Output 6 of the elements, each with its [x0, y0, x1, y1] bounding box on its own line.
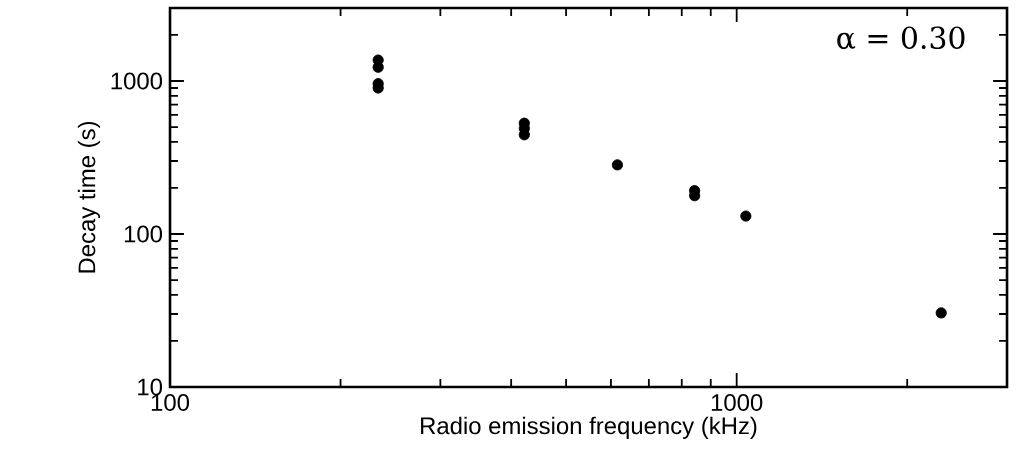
y-tick-label: 100 — [124, 225, 163, 243]
y-tick-label: 10 — [138, 378, 163, 396]
x-axis-title: Radio emission frequency (kHz) — [421, 416, 757, 439]
y-tick-label: 1000 — [111, 72, 163, 90]
annotation: α = 0.30 — [837, 26, 965, 50]
y-axis-title: Decay time (s) — [77, 121, 101, 273]
